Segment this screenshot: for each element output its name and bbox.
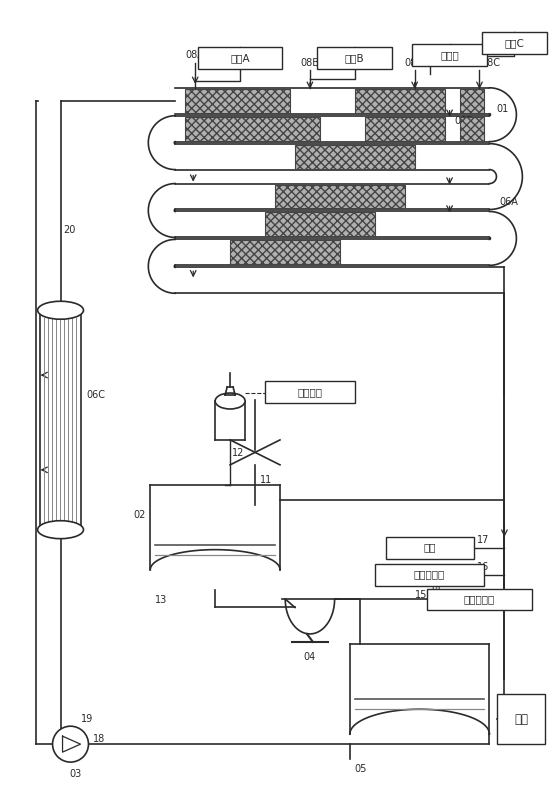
Text: 08A: 08A — [186, 50, 205, 60]
Text: 08D: 08D — [405, 58, 425, 68]
Text: 单体气体: 单体气体 — [297, 387, 322, 397]
Text: 15: 15 — [415, 590, 427, 599]
Text: 11: 11 — [260, 475, 273, 485]
Text: 07: 07 — [452, 59, 464, 69]
Text: 14: 14 — [430, 584, 442, 594]
Bar — [185, 117, 320, 141]
Bar — [39, 310, 82, 530]
Text: 08C: 08C — [482, 58, 501, 68]
Text: 19: 19 — [80, 714, 93, 724]
Bar — [365, 117, 445, 141]
Text: 表面活性剂: 表面活性剂 — [414, 569, 445, 580]
Bar — [412, 44, 487, 66]
Text: 17: 17 — [477, 535, 489, 544]
Bar — [386, 537, 473, 559]
Bar — [375, 564, 485, 586]
Bar — [265, 212, 375, 237]
Text: 12: 12 — [232, 448, 245, 458]
Bar — [265, 381, 355, 403]
Text: 06B: 06B — [455, 116, 473, 126]
Bar — [497, 694, 546, 744]
Bar — [460, 89, 485, 113]
Text: 单体B: 单体B — [345, 53, 365, 63]
Ellipse shape — [215, 393, 245, 409]
Text: 02: 02 — [133, 509, 145, 520]
Text: 04: 04 — [304, 652, 316, 662]
Text: 水相: 水相 — [514, 713, 528, 726]
Text: 引发剂: 引发剂 — [440, 50, 459, 60]
Text: 含氟聚合物: 含氟聚合物 — [464, 595, 495, 604]
Text: 13: 13 — [155, 595, 168, 604]
Bar — [230, 241, 340, 264]
Bar — [198, 47, 282, 69]
Ellipse shape — [38, 301, 83, 319]
Bar — [460, 117, 485, 141]
Text: 01: 01 — [497, 104, 509, 113]
Text: 单体C: 单体C — [504, 38, 524, 48]
Text: 03: 03 — [69, 769, 82, 779]
Ellipse shape — [38, 521, 83, 539]
Bar — [295, 145, 415, 168]
Circle shape — [53, 727, 88, 762]
Text: 06A: 06A — [500, 197, 518, 207]
Bar — [482, 32, 547, 54]
Bar — [275, 185, 405, 208]
Bar — [317, 47, 392, 69]
Text: 06C: 06C — [87, 390, 105, 400]
Text: 纯水: 纯水 — [423, 543, 436, 552]
Bar — [427, 589, 532, 611]
Text: 20: 20 — [63, 225, 76, 236]
Text: 16: 16 — [477, 561, 489, 572]
Text: 05: 05 — [355, 764, 367, 774]
Text: 单体A: 单体A — [230, 53, 250, 63]
Text: 08B: 08B — [300, 58, 320, 68]
Bar — [355, 89, 445, 113]
Text: 18: 18 — [93, 734, 105, 744]
Bar — [185, 89, 290, 113]
